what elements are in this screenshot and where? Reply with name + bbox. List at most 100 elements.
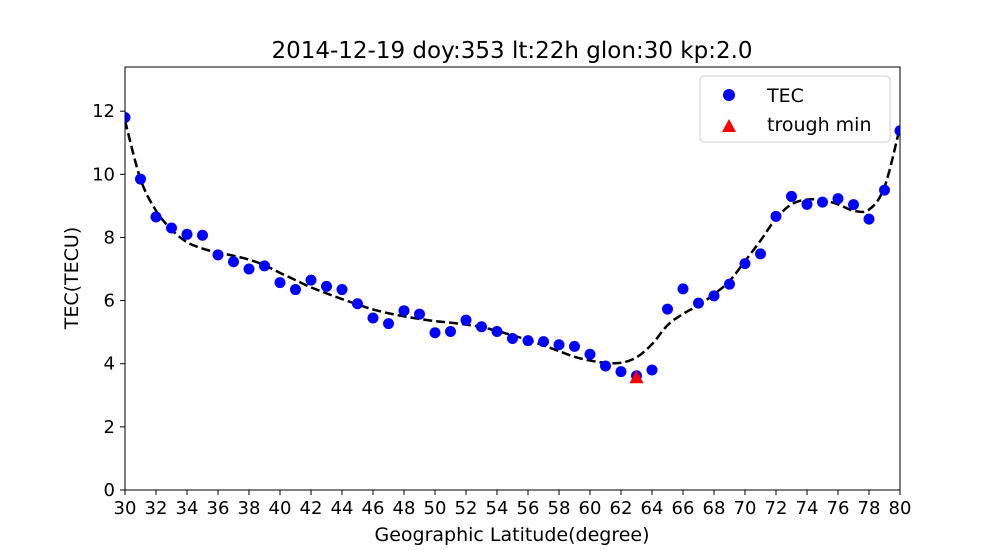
tec-point — [646, 364, 658, 376]
legend: TEC trough min — [699, 75, 891, 143]
trough-min-point — [629, 370, 644, 384]
tec-point — [724, 278, 735, 290]
x-tick-label: 58 — [548, 498, 571, 519]
tec-point — [445, 326, 456, 338]
tec-point — [259, 260, 270, 272]
x-axis-label: Geographic Latitude(degree) — [374, 524, 649, 546]
y-tick-label: 4 — [104, 354, 115, 375]
tec-point — [290, 284, 301, 296]
x-tick-label: 52 — [455, 498, 478, 519]
tec-point — [383, 318, 394, 330]
tec-point — [832, 193, 844, 205]
tec-point — [150, 211, 162, 223]
plot-frame — [124, 66, 901, 491]
tec-point — [125, 112, 131, 124]
x-tick-label: 70 — [734, 498, 757, 519]
tec-point — [212, 249, 224, 261]
tec-point — [352, 298, 363, 310]
plot-area — [124, 66, 901, 491]
fit-layer — [125, 120, 900, 365]
x-tick-label: 56 — [517, 498, 540, 519]
y-tick-label: 0 — [104, 480, 115, 501]
tec-point — [615, 366, 627, 378]
x-tick-label: 66 — [672, 498, 695, 519]
x-tick-label: 76 — [827, 498, 850, 519]
y-tick-label: 8 — [104, 227, 115, 248]
x-tick-label: 50 — [424, 498, 447, 519]
tec-point — [755, 248, 766, 260]
x-tick-label: 68 — [703, 498, 726, 519]
tec-point — [414, 308, 425, 320]
tec-point — [228, 256, 239, 268]
tec-point — [801, 198, 813, 210]
tec-point — [522, 335, 534, 347]
y-tick-label: 12 — [92, 101, 115, 122]
x-tick-label: 46 — [362, 498, 385, 519]
y-tick-label: 2 — [104, 417, 115, 438]
x-tick-label: 54 — [486, 498, 509, 519]
x-tick-label: 44 — [331, 498, 354, 519]
x-axis: 30 32 34 36 38 40 42 44 46 48 50 52 54 56 58 60 62 64 66 68… — [114, 490, 912, 519]
tec-point — [786, 190, 797, 202]
tec-point — [367, 312, 379, 324]
tec-point — [243, 263, 255, 275]
x-tick-label: 42 — [300, 498, 323, 519]
tec-point — [135, 173, 146, 185]
x-tick-label: 60 — [579, 498, 602, 519]
x-tick-label: 32 — [145, 498, 168, 519]
trough-layer — [629, 370, 644, 384]
x-tick-label: 48 — [393, 498, 416, 519]
tec-point — [879, 184, 890, 196]
tec-point — [894, 125, 900, 137]
y-tick-label: 10 — [92, 164, 115, 185]
tec-point — [600, 360, 611, 372]
x-tick-label: 40 — [269, 498, 292, 519]
tec-point — [538, 336, 549, 348]
tec-point — [321, 280, 332, 292]
tec-point — [507, 332, 518, 344]
tec-point — [863, 213, 875, 225]
tec-point — [336, 284, 348, 296]
tec-point — [693, 297, 704, 309]
x-tick-label: 78 — [858, 498, 881, 519]
x-tick-label: 74 — [796, 498, 819, 519]
tec-point — [662, 303, 673, 315]
tec-point — [848, 199, 859, 211]
tec-point — [770, 210, 782, 222]
tec-point — [197, 229, 208, 241]
tec-point — [584, 348, 596, 360]
x-tick-label: 36 — [207, 498, 230, 519]
y-axis: 0 2 4 6 8 10 12 — [92, 101, 125, 501]
legend-label-tec: TEC — [766, 85, 804, 107]
tec-point — [708, 290, 720, 302]
legend-label-trough: trough min — [767, 114, 871, 136]
tec-point — [460, 314, 472, 326]
tec-point — [677, 283, 689, 295]
x-tick-label: 64 — [641, 498, 664, 519]
legend-marker-trough — [722, 119, 736, 132]
tec-point — [817, 196, 828, 208]
points-layer — [125, 112, 900, 382]
chart-title: 2014-12-19 doy:353 lt:22h glon:30 kp:2.0 — [271, 38, 752, 64]
tec-point — [569, 340, 580, 352]
x-tick-label: 72 — [765, 498, 788, 519]
tec-point — [739, 258, 751, 270]
tec-point — [398, 305, 410, 317]
y-axis-label: TEC(TECU) — [61, 227, 83, 331]
x-tick-label: 38 — [238, 498, 261, 519]
fit-curve — [125, 120, 900, 365]
x-tick-label: 62 — [610, 498, 633, 519]
tec-point — [166, 222, 177, 234]
tec-point — [491, 326, 503, 338]
x-tick-label: 30 — [114, 498, 137, 519]
tec-point — [476, 321, 487, 333]
tec-point — [274, 277, 286, 289]
tec-point — [553, 339, 565, 351]
tec-point — [429, 327, 441, 339]
tec-point — [181, 228, 193, 240]
x-tick-label: 80 — [889, 498, 912, 519]
legend-box — [699, 75, 891, 143]
legend-marker-tec — [723, 89, 735, 101]
y-tick-label: 6 — [104, 291, 115, 312]
